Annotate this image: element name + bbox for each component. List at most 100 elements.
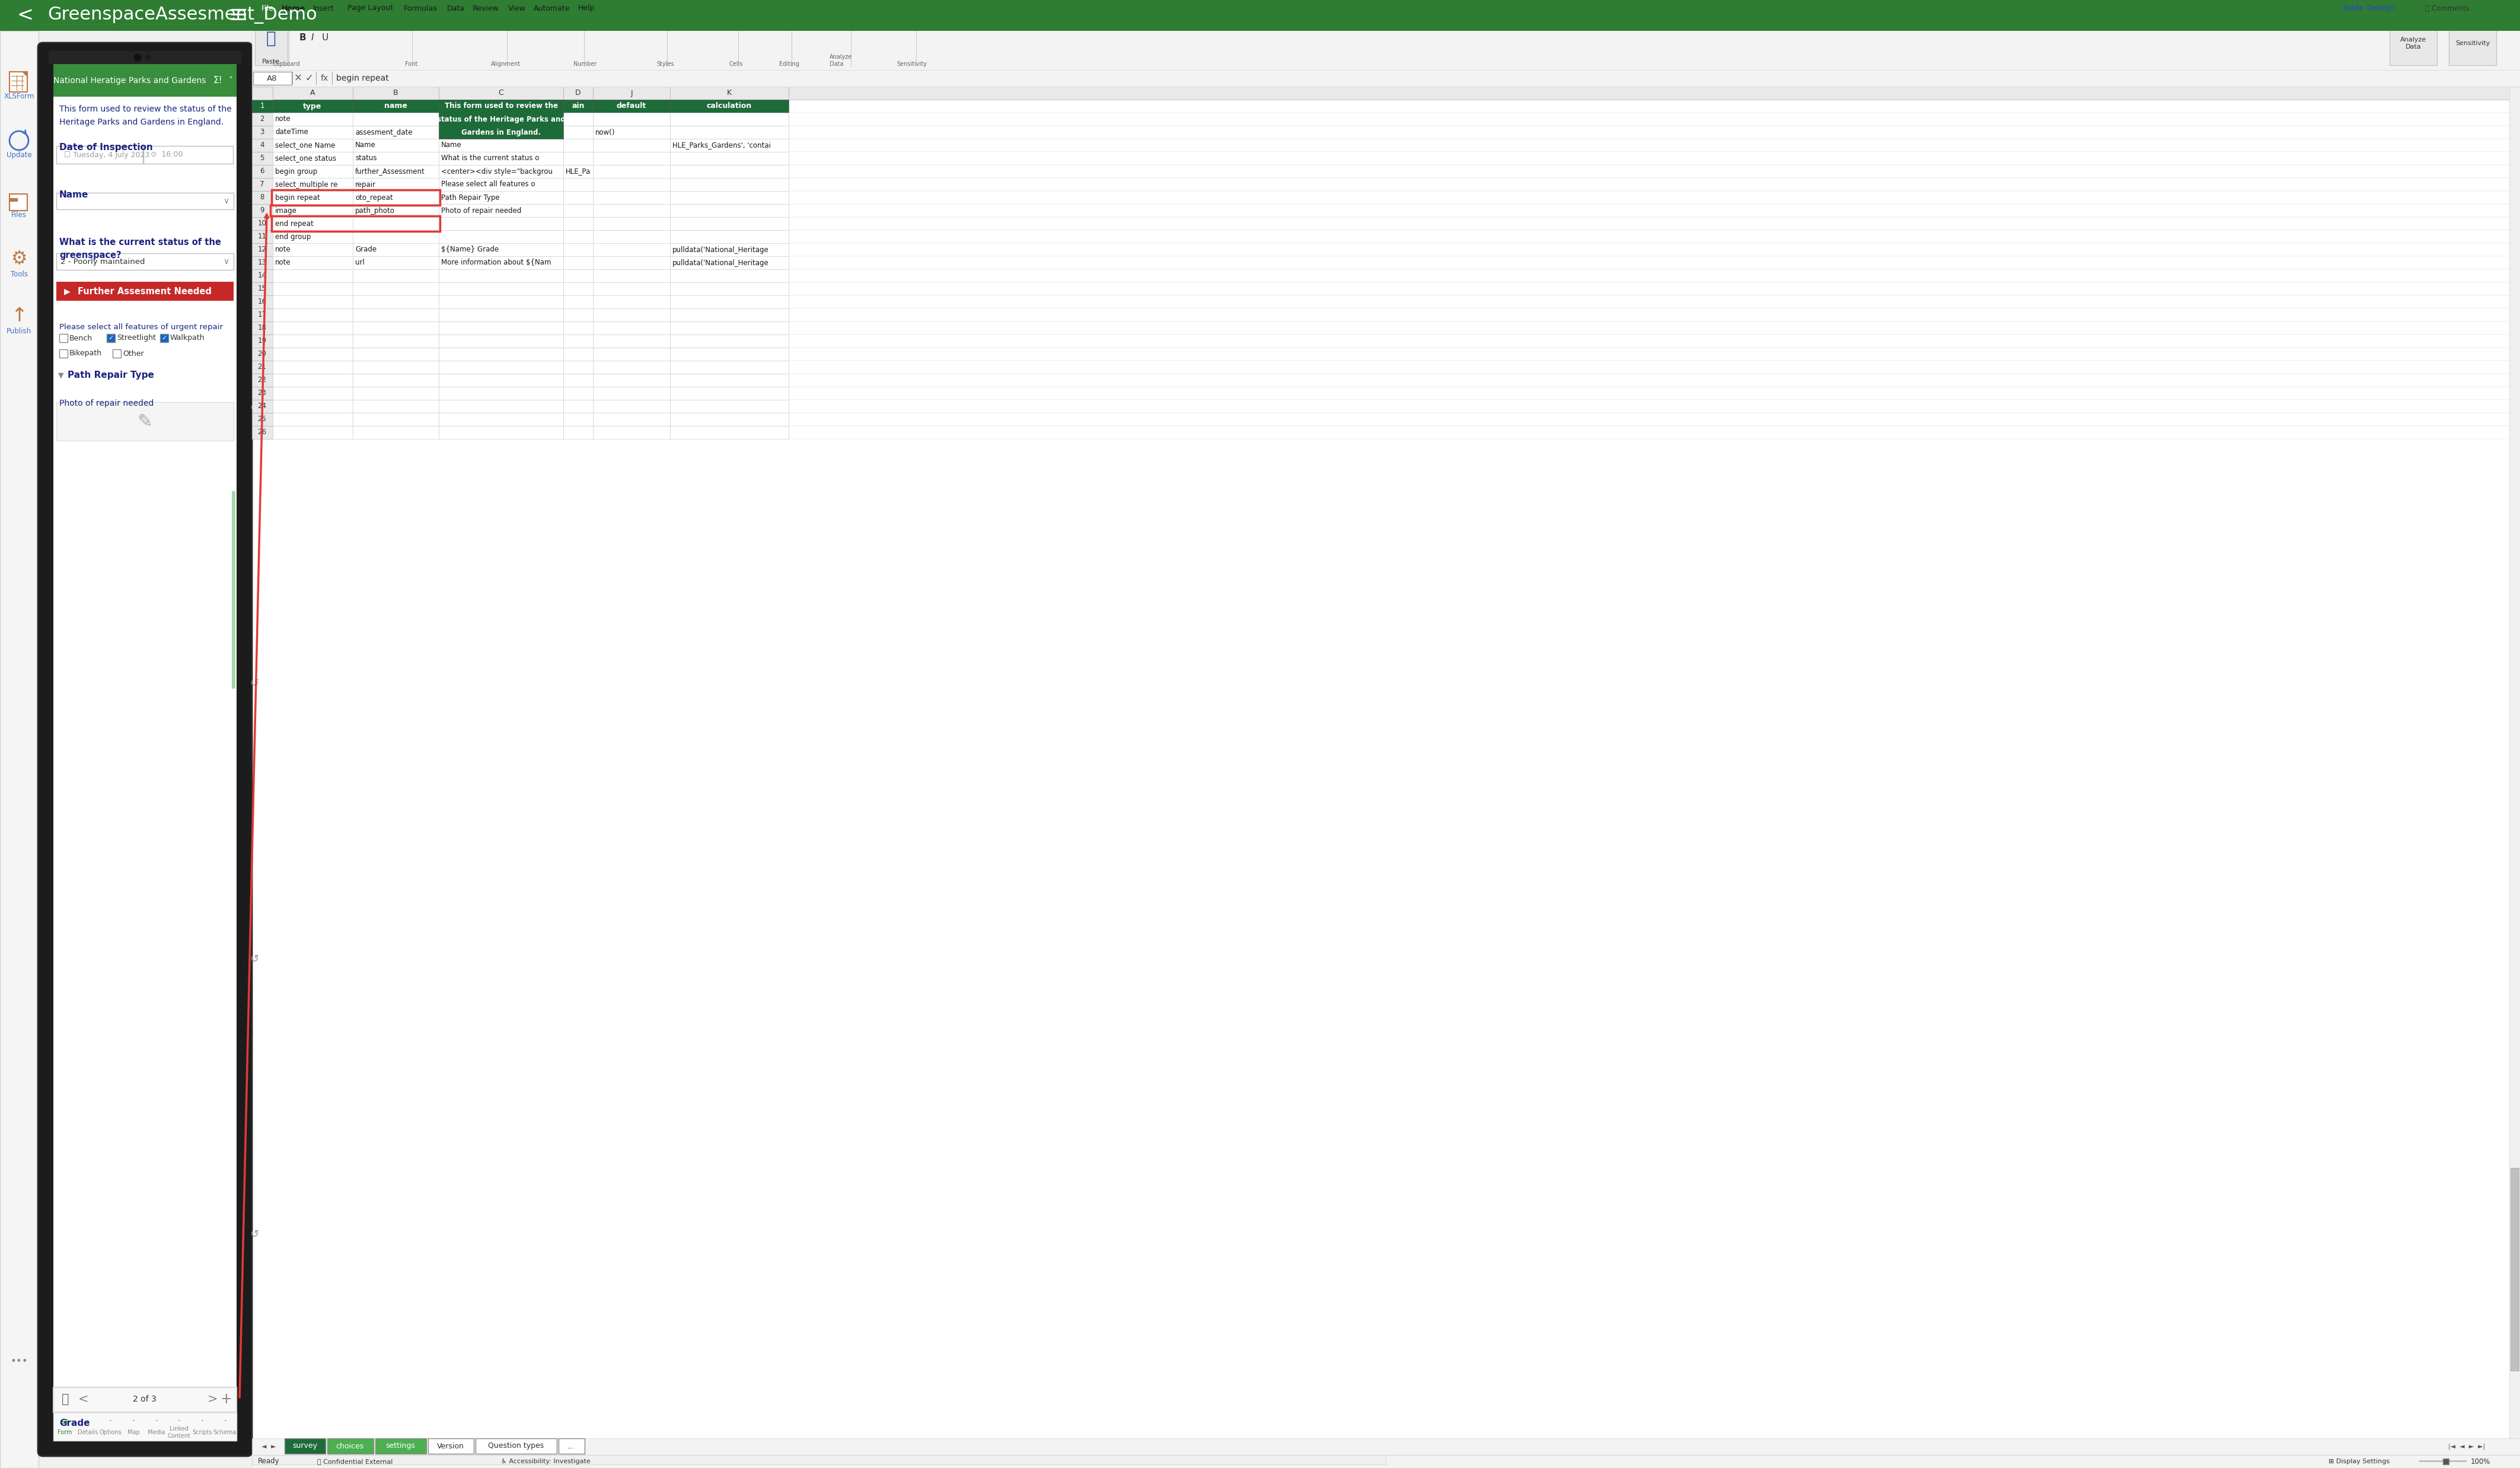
Text: More information about ${Nam: More information about ${Nam bbox=[441, 258, 552, 267]
Bar bbox=[181, 160, 192, 170]
Bar bbox=[149, 1088, 161, 1100]
Bar bbox=[214, 1217, 224, 1227]
Bar bbox=[181, 1185, 192, 1195]
Bar bbox=[592, 282, 670, 295]
Text: ·: · bbox=[131, 1417, 134, 1427]
Bar bbox=[272, 321, 353, 335]
Bar bbox=[139, 683, 149, 693]
Bar bbox=[106, 501, 118, 512]
Bar bbox=[272, 282, 353, 295]
Text: Date of Inspection: Date of Inspection bbox=[441, 128, 504, 137]
Bar bbox=[129, 672, 139, 683]
Bar bbox=[181, 352, 192, 363]
Bar bbox=[192, 1078, 202, 1088]
Bar bbox=[76, 341, 86, 352]
Bar bbox=[202, 501, 214, 512]
Bar bbox=[192, 928, 202, 940]
Bar bbox=[53, 266, 63, 277]
Bar bbox=[224, 277, 234, 288]
Bar bbox=[224, 1249, 234, 1260]
Bar bbox=[202, 970, 214, 982]
Bar bbox=[202, 298, 214, 310]
Bar bbox=[139, 1420, 149, 1430]
Bar bbox=[214, 148, 224, 160]
Bar bbox=[149, 310, 161, 320]
Bar bbox=[202, 1078, 214, 1088]
Bar bbox=[118, 810, 129, 822]
Bar bbox=[96, 853, 106, 865]
Bar bbox=[192, 853, 202, 865]
Bar bbox=[149, 266, 161, 277]
Bar bbox=[161, 1292, 171, 1302]
Bar bbox=[53, 970, 63, 982]
Bar bbox=[139, 885, 149, 897]
Bar bbox=[171, 352, 181, 363]
Bar bbox=[161, 565, 171, 575]
Bar bbox=[192, 1430, 202, 1440]
Text: HLE_Parks_Gardens', 'contai: HLE_Parks_Gardens', 'contai bbox=[673, 141, 771, 150]
Bar bbox=[564, 386, 592, 399]
Bar bbox=[670, 282, 789, 295]
Bar bbox=[171, 405, 181, 415]
Bar bbox=[118, 1014, 129, 1025]
Bar bbox=[181, 1249, 192, 1260]
Bar bbox=[181, 255, 192, 266]
Bar bbox=[129, 705, 139, 715]
Bar bbox=[161, 405, 171, 415]
Bar bbox=[214, 223, 224, 235]
Bar bbox=[171, 512, 181, 523]
Bar bbox=[129, 480, 139, 490]
Bar bbox=[86, 1249, 96, 1260]
Bar bbox=[63, 928, 76, 940]
Bar bbox=[592, 308, 670, 321]
Bar bbox=[139, 448, 149, 458]
Bar bbox=[192, 1260, 202, 1270]
Bar bbox=[171, 822, 181, 832]
Bar bbox=[96, 1057, 106, 1067]
Bar bbox=[96, 1195, 106, 1205]
Bar bbox=[96, 373, 106, 383]
Bar bbox=[106, 950, 118, 960]
Bar bbox=[106, 85, 118, 95]
Bar bbox=[181, 618, 192, 630]
Bar bbox=[86, 800, 96, 810]
Bar bbox=[255, 1, 280, 16]
Bar bbox=[129, 865, 139, 875]
Bar bbox=[161, 383, 171, 395]
Bar bbox=[118, 1174, 129, 1185]
Text: •••: ••• bbox=[10, 1356, 28, 1367]
Bar bbox=[96, 480, 106, 490]
Bar bbox=[202, 1409, 214, 1420]
Bar bbox=[76, 640, 86, 650]
Text: Gardens in England.: Gardens in England. bbox=[461, 128, 542, 137]
Bar bbox=[106, 490, 118, 501]
Bar bbox=[181, 1057, 192, 1067]
Bar bbox=[181, 672, 192, 683]
Bar bbox=[149, 533, 161, 545]
Bar bbox=[192, 1195, 202, 1205]
Bar bbox=[139, 928, 149, 940]
Bar bbox=[214, 693, 224, 705]
Bar bbox=[171, 662, 181, 672]
Bar bbox=[53, 470, 63, 480]
Bar bbox=[149, 160, 161, 170]
Text: select_multiple re: select_multiple re bbox=[275, 181, 338, 188]
Bar bbox=[86, 1217, 96, 1227]
Bar bbox=[86, 950, 96, 960]
Bar bbox=[63, 480, 76, 490]
Bar bbox=[86, 85, 96, 95]
Bar bbox=[96, 780, 106, 790]
Bar bbox=[76, 148, 86, 160]
Bar bbox=[149, 875, 161, 885]
Bar bbox=[181, 320, 192, 330]
Bar bbox=[181, 545, 192, 555]
Bar bbox=[96, 662, 106, 672]
Bar bbox=[106, 533, 118, 545]
Bar bbox=[214, 330, 224, 341]
Bar bbox=[670, 244, 789, 257]
Bar bbox=[353, 257, 438, 269]
Bar bbox=[96, 725, 106, 735]
Bar bbox=[181, 245, 192, 255]
Bar bbox=[76, 512, 86, 523]
Bar bbox=[86, 1163, 96, 1174]
